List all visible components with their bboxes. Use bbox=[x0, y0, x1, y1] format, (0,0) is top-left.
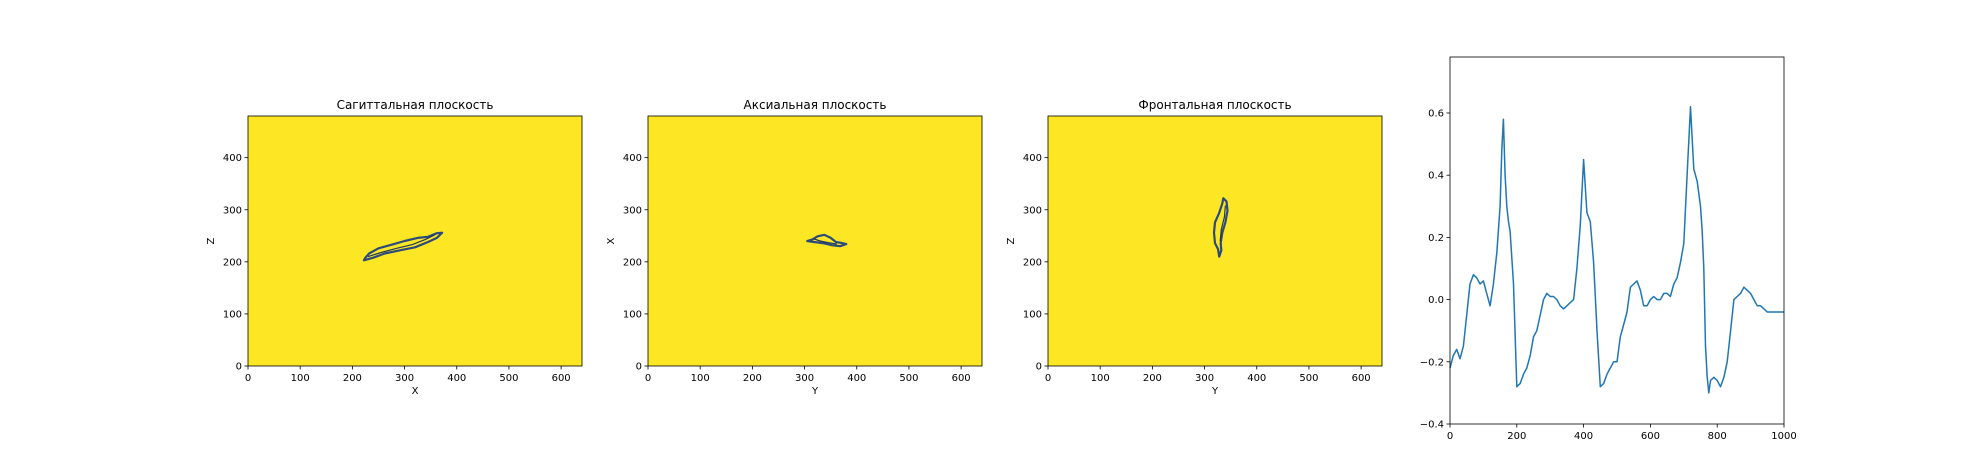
y-tick-label: 0 bbox=[1036, 362, 1042, 373]
axes-frame bbox=[1047, 115, 1383, 367]
x-tick-label: 400 bbox=[847, 373, 866, 384]
y-tick-label: 400 bbox=[223, 153, 242, 164]
y-tick-label: 300 bbox=[223, 205, 242, 216]
x-tick-label: 500 bbox=[1299, 373, 1318, 384]
contour-inner bbox=[1219, 205, 1226, 242]
y-tick-label: 0.4 bbox=[1428, 171, 1444, 182]
x-tick-label: 500 bbox=[899, 373, 918, 384]
x-tick-label: 0 bbox=[1045, 373, 1051, 384]
y-tick-label: 100 bbox=[623, 309, 642, 320]
y-tick-label: 400 bbox=[1023, 153, 1042, 164]
y-axis-label: Z bbox=[206, 237, 217, 244]
x-tick-label: 800 bbox=[1708, 431, 1727, 442]
y-tick-label: 0.0 bbox=[1428, 295, 1444, 306]
chart-title: Сагиттальная плоскость bbox=[337, 98, 494, 112]
y-tick-label: 400 bbox=[623, 153, 642, 164]
series-line bbox=[1449, 106, 1784, 394]
x-tick-label: 400 bbox=[447, 373, 466, 384]
y-tick-label: 0 bbox=[636, 362, 642, 373]
x-axis-label: Y bbox=[1211, 386, 1219, 397]
x-tick-label: 100 bbox=[691, 373, 710, 384]
axes-frame bbox=[1449, 56, 1785, 425]
x-tick-label: 300 bbox=[395, 373, 414, 384]
y-tick-label: 200 bbox=[223, 257, 242, 268]
y-tick-label: 100 bbox=[223, 309, 242, 320]
contour-inner bbox=[367, 234, 436, 258]
x-tick-label: 1000 bbox=[1771, 431, 1796, 442]
x-tick-label: 200 bbox=[343, 373, 362, 384]
sagittal-plane-chart: 0 100 200 300 400 500 600 0 100 200 300 400 Сагиттал… bbox=[206, 98, 583, 397]
x-tick-label: 600 bbox=[952, 373, 971, 384]
y-tick-label: 0 bbox=[236, 362, 242, 373]
x-tick-label: 400 bbox=[1247, 373, 1266, 384]
contour-outline bbox=[1212, 197, 1229, 258]
y-tick-label: −0.2 bbox=[1420, 357, 1444, 368]
heatmap-field bbox=[248, 116, 582, 366]
y-tick-label: 300 bbox=[623, 205, 642, 216]
y-axis-label: Z bbox=[1006, 237, 1017, 244]
frontal-plane-chart: 0 100 200 300 400 500 600 0 100 200 300 400 Фронталь… bbox=[1006, 98, 1383, 397]
x-tick-label: 100 bbox=[1091, 373, 1110, 384]
x-tick-label: 600 bbox=[552, 373, 571, 384]
x-tick-label: 200 bbox=[1143, 373, 1162, 384]
x-tick-label: 600 bbox=[1641, 431, 1660, 442]
x-axis-label: X bbox=[412, 386, 419, 397]
y-tick-label: 200 bbox=[623, 257, 642, 268]
axial-plane-chart: 0 100 200 300 400 500 600 0 100 200 300 400 Аксиальн… bbox=[606, 98, 983, 397]
x-tick-label: 600 bbox=[1352, 373, 1371, 384]
y-tick-label: 0.6 bbox=[1428, 108, 1444, 119]
x-tick-label: 0 bbox=[645, 373, 651, 384]
x-tick-label: 200 bbox=[1507, 431, 1526, 442]
contour-outline bbox=[362, 231, 444, 262]
x-tick-label: 200 bbox=[743, 373, 762, 384]
heatmap-field bbox=[648, 116, 982, 366]
x-tick-label: 300 bbox=[1195, 373, 1214, 384]
axes-frame bbox=[247, 115, 583, 367]
x-tick-label: 0 bbox=[1447, 431, 1453, 442]
axes-frame bbox=[647, 115, 983, 367]
y-tick-label: 100 bbox=[1023, 309, 1042, 320]
x-axis-label: Y bbox=[811, 386, 819, 397]
plot-background bbox=[1450, 57, 1784, 424]
x-tick-label: 400 bbox=[1574, 431, 1593, 442]
x-tick-label: 100 bbox=[291, 373, 310, 384]
x-tick-label: 0 bbox=[245, 373, 251, 384]
contour-inner bbox=[813, 238, 837, 245]
contour-outline bbox=[806, 233, 848, 248]
y-tick-label: 300 bbox=[1023, 205, 1042, 216]
x-tick-label: 300 bbox=[795, 373, 814, 384]
signal-line-chart: 0 200 400 600 800 1000 −0.4 −0.2 0.0 0.2 0.4 0.6 bbox=[1420, 56, 1797, 442]
y-axis-label: X bbox=[606, 237, 617, 244]
chart-title: Фронтальная плоскость bbox=[1138, 98, 1291, 112]
x-tick-label: 500 bbox=[499, 373, 518, 384]
y-tick-label: 0.2 bbox=[1428, 233, 1444, 244]
chart-title: Аксиальная плоскость bbox=[744, 98, 887, 112]
y-tick-label: −0.4 bbox=[1420, 420, 1444, 431]
y-tick-label: 200 bbox=[1023, 257, 1042, 268]
